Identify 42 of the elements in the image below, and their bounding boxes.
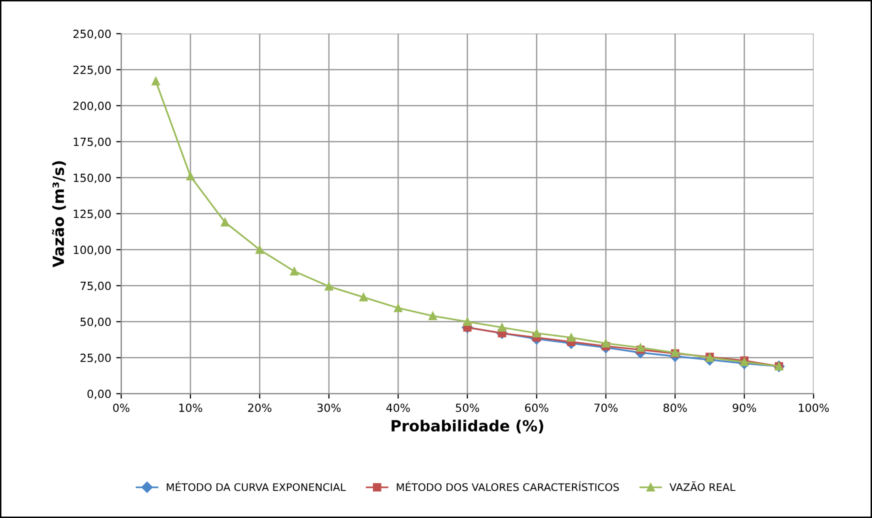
y-axis-title: Vazão (m³/s) xyxy=(52,161,66,268)
x-tick-label: 0% xyxy=(113,404,130,412)
point xyxy=(602,339,610,348)
x-tick-label: 90% xyxy=(732,404,756,412)
point xyxy=(290,267,298,276)
y-tick-label: 150,00 xyxy=(74,174,111,184)
y-tick-label: 125,00 xyxy=(74,210,111,220)
y-tick-label: 50,00 xyxy=(80,318,111,328)
point xyxy=(463,318,472,326)
point xyxy=(359,293,368,302)
y-tick-label: 100,00 xyxy=(74,246,111,256)
point xyxy=(256,246,264,254)
y-tick-label: 25,00 xyxy=(80,354,111,364)
x-tick-label: 50% xyxy=(456,404,480,412)
point xyxy=(186,172,195,180)
x-axis-title: Probabilidade (%) xyxy=(392,420,544,434)
x-tick-label: 100% xyxy=(798,404,829,412)
x-tick-label: 20% xyxy=(248,404,272,412)
y-tick-label: 250,00 xyxy=(73,30,111,40)
legend-label: MÉTODO DA CURVA EXPONENCIAL xyxy=(166,481,346,492)
x-tick-label: 30% xyxy=(317,404,341,412)
legend-label: MÉTODO DOS VALORES CARACTERÍSTICOS xyxy=(396,481,619,492)
y-tick-label: 75,00 xyxy=(80,282,111,292)
point xyxy=(394,304,402,312)
point xyxy=(636,343,645,352)
x-tick-label: 40% xyxy=(386,404,410,412)
y-tick-label: 200,00 xyxy=(73,102,111,112)
y-tick-label: 175,00 xyxy=(74,138,111,148)
point xyxy=(324,282,334,291)
x-tick-label: 60% xyxy=(525,404,548,412)
y-tick-label: 225,00 xyxy=(73,66,111,76)
y-tick-label: 0,00 xyxy=(87,390,111,400)
point xyxy=(532,329,541,338)
point xyxy=(152,77,160,86)
point xyxy=(567,333,576,342)
x-tick-label: 10% xyxy=(179,404,202,412)
legend-label: VAZÃO REAL xyxy=(670,481,736,492)
point xyxy=(498,323,506,332)
x-tick-label: 80% xyxy=(664,404,687,412)
x-tick-label: 70% xyxy=(594,404,618,412)
point xyxy=(220,218,230,226)
point xyxy=(428,312,437,320)
